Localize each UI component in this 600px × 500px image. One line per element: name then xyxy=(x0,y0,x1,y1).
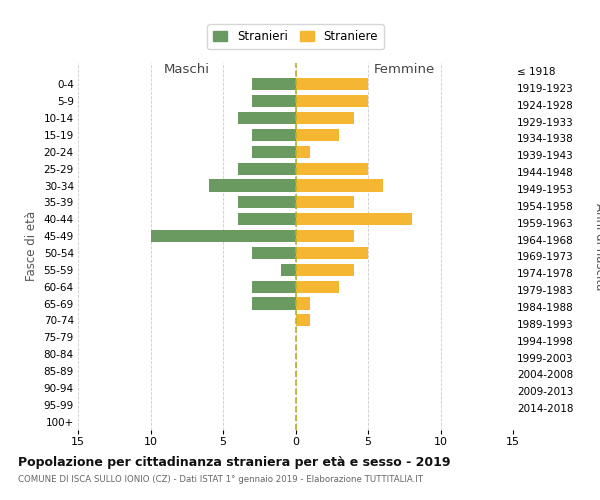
Bar xyxy=(296,95,368,108)
Bar xyxy=(252,247,296,259)
Bar xyxy=(281,264,296,276)
Bar xyxy=(238,213,296,226)
Y-axis label: Anni di nascita: Anni di nascita xyxy=(593,202,600,290)
Bar xyxy=(238,162,296,175)
Bar xyxy=(252,298,296,310)
Bar xyxy=(296,298,310,310)
Bar xyxy=(209,180,296,192)
Bar xyxy=(252,95,296,108)
Bar xyxy=(296,180,383,192)
Bar xyxy=(296,280,339,293)
Bar xyxy=(296,112,353,124)
Bar xyxy=(296,247,368,259)
Legend: Stranieri, Straniere: Stranieri, Straniere xyxy=(208,24,383,49)
Bar xyxy=(238,196,296,208)
Bar xyxy=(296,146,310,158)
Bar xyxy=(252,129,296,141)
Bar xyxy=(296,314,310,326)
Y-axis label: Fasce di età: Fasce di età xyxy=(25,211,38,282)
Bar xyxy=(296,162,368,175)
Text: Maschi: Maschi xyxy=(164,62,210,76)
Bar xyxy=(296,230,353,242)
Bar xyxy=(296,196,353,208)
Bar xyxy=(296,264,353,276)
Bar xyxy=(252,280,296,293)
Text: Femmine: Femmine xyxy=(374,62,435,76)
Text: Popolazione per cittadinanza straniera per età e sesso - 2019: Popolazione per cittadinanza straniera p… xyxy=(18,456,451,469)
Bar xyxy=(252,146,296,158)
Bar xyxy=(151,230,296,242)
Text: COMUNE DI ISCA SULLO IONIO (CZ) - Dati ISTAT 1° gennaio 2019 - Elaborazione TUTT: COMUNE DI ISCA SULLO IONIO (CZ) - Dati I… xyxy=(18,475,423,484)
Bar xyxy=(296,78,368,90)
Bar xyxy=(296,129,339,141)
Bar xyxy=(296,213,412,226)
Bar xyxy=(252,78,296,90)
Bar xyxy=(238,112,296,124)
